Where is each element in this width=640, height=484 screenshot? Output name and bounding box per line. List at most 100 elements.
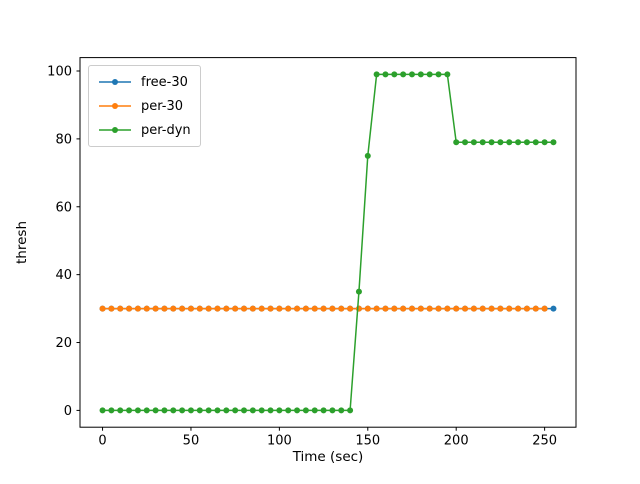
series-marker-per-dyn	[541, 139, 548, 146]
series-marker-per-dyn	[99, 407, 106, 414]
series-marker-per-dyn	[108, 407, 115, 414]
series-line-per-dyn	[102, 73, 554, 412]
series-marker-per-dyn	[329, 407, 336, 414]
series-marker-per-dyn	[550, 139, 557, 146]
series-marker-per-dyn	[161, 407, 168, 414]
series-marker-per-30	[444, 305, 451, 312]
y-tick-label: 80	[55, 132, 72, 147]
series-marker-per-30	[134, 305, 141, 312]
series-marker-per-30	[506, 305, 513, 312]
series-marker-per-dyn	[497, 139, 504, 146]
series-marker-per-30	[108, 305, 115, 312]
series-marker-per-dyn	[320, 407, 327, 414]
series-marker-per-30	[205, 305, 212, 312]
series-marker-per-dyn	[267, 407, 274, 414]
series-marker-per-dyn	[196, 407, 203, 414]
series-marker-free-30	[550, 305, 557, 312]
series-marker-per-30	[241, 305, 248, 312]
x-tick-label: 150	[355, 434, 380, 449]
series-marker-per-30	[223, 305, 230, 312]
series-marker-per-30	[532, 305, 539, 312]
series-marker-per-30	[276, 305, 283, 312]
series-marker-per-30	[497, 305, 504, 312]
series-marker-per-30	[329, 305, 336, 312]
series-marker-per-dyn	[391, 71, 398, 78]
legend-entry-free-30: free-30	[96, 70, 191, 94]
series-marker-per-30	[338, 305, 345, 312]
series-marker-per-30	[311, 305, 318, 312]
series-marker-per-30	[373, 305, 380, 312]
x-tick-label: 200	[444, 434, 469, 449]
series-marker-per-dyn	[435, 71, 442, 78]
series-marker-per-30	[302, 305, 309, 312]
series-marker-per-dyn	[364, 152, 371, 159]
series-marker-per-30	[152, 305, 159, 312]
series-marker-per-30	[426, 305, 433, 312]
series-marker-per-30	[541, 305, 548, 312]
series-marker-per-30	[187, 305, 194, 312]
series-marker-per-30	[382, 305, 389, 312]
axes-frame	[79, 57, 577, 428]
y-tick-label: 40	[55, 268, 72, 283]
series-marker-per-dyn	[417, 71, 424, 78]
legend-label: per-30	[141, 98, 183, 114]
series-marker-per-30	[117, 305, 124, 312]
series-marker-per-30	[435, 305, 442, 312]
series-marker-per-dyn	[311, 407, 318, 414]
series-marker-per-dyn	[523, 139, 530, 146]
legend-entry-per-dyn: per-dyn	[96, 118, 191, 142]
series-marker-per-dyn	[276, 407, 283, 414]
series-marker-per-dyn	[453, 139, 460, 146]
series-marker-per-dyn	[470, 139, 477, 146]
series-marker-per-dyn	[223, 407, 230, 414]
series-marker-per-30	[170, 305, 177, 312]
x-tick-label: 250	[532, 434, 557, 449]
series-marker-per-30	[515, 305, 522, 312]
series-marker-per-30	[179, 305, 186, 312]
series-marker-per-dyn	[117, 407, 124, 414]
series-marker-per-30	[470, 305, 477, 312]
series-marker-per-dyn	[488, 139, 495, 146]
series-marker-per-30	[479, 305, 486, 312]
series-marker-per-dyn	[338, 407, 345, 414]
series-marker-per-dyn	[187, 407, 194, 414]
series-marker-per-30	[267, 305, 274, 312]
series-marker-per-dyn	[355, 288, 362, 295]
series-marker-per-dyn	[170, 407, 177, 414]
series-marker-per-30	[196, 305, 203, 312]
y-tick-label: 60	[55, 200, 72, 215]
series-marker-per-dyn	[134, 407, 141, 414]
series-marker-per-30	[400, 305, 407, 312]
legend: free-30 per-30 per-dyn	[88, 65, 201, 147]
legend-label: free-30	[141, 74, 188, 90]
series-marker-per-dyn	[462, 139, 469, 146]
series-marker-per-30	[161, 305, 168, 312]
series-marker-per-30	[249, 305, 256, 312]
series-marker-per-dyn	[285, 407, 292, 414]
series-per-30	[99, 305, 548, 312]
x-tick-label: 50	[183, 434, 200, 449]
series-marker-per-30	[364, 305, 371, 312]
series-marker-per-30	[408, 305, 415, 312]
series-marker-per-30	[285, 305, 292, 312]
series-marker-per-dyn	[444, 71, 451, 78]
series-marker-per-dyn	[126, 407, 133, 414]
series-marker-per-dyn	[347, 407, 354, 414]
series-marker-per-30	[523, 305, 530, 312]
legend-line-sample	[99, 103, 131, 109]
series-marker-per-dyn	[249, 407, 256, 414]
x-tick-label: 100	[267, 434, 292, 449]
series-marker-per-dyn	[232, 407, 239, 414]
series-marker-per-dyn	[214, 407, 221, 414]
legend-line-sample	[99, 79, 131, 85]
series-marker-per-dyn	[258, 407, 265, 414]
legend-label: per-dyn	[141, 122, 191, 138]
series-marker-per-dyn	[373, 71, 380, 78]
series-marker-per-dyn	[382, 71, 389, 78]
series-marker-per-dyn	[143, 407, 150, 414]
series-marker-per-dyn	[400, 71, 407, 78]
series-marker-per-dyn	[179, 407, 186, 414]
series-marker-per-dyn	[294, 407, 301, 414]
